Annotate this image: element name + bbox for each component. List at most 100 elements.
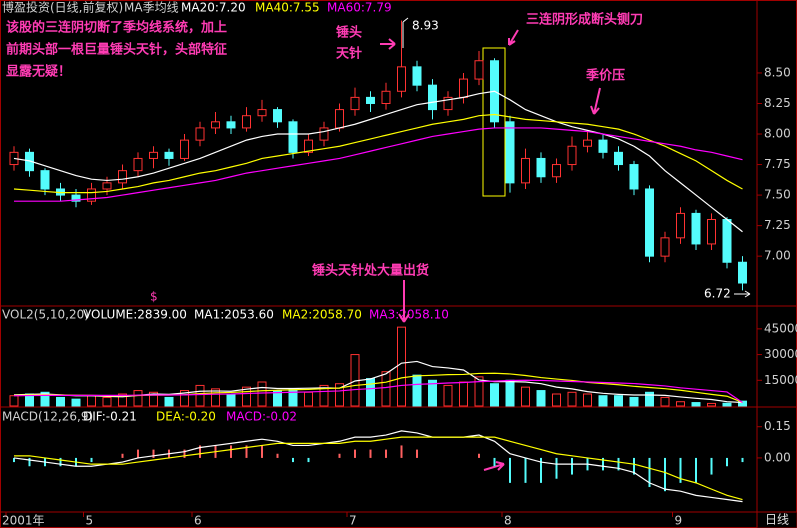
volume-bar [180, 390, 189, 407]
candle-body [397, 66, 406, 92]
candle-body [304, 139, 313, 153]
volume-bar [583, 393, 592, 407]
volume-bar [490, 383, 499, 407]
line-series [14, 127, 743, 202]
volume-bar [288, 388, 298, 407]
candle-body [691, 212, 701, 245]
legend-entry: MA60:7.79 [327, 1, 392, 15]
line-series [13, 430, 743, 503]
y-tick-label: 0.00 [764, 450, 791, 464]
annotation: 该股的三连阴切断了季均线系统，加上 [6, 20, 227, 36]
annotation-arrow [398, 280, 410, 323]
legend-entry: DIF:-0.21 [83, 410, 137, 424]
annotation: 季价压 [585, 68, 625, 84]
volume-bar [397, 326, 406, 407]
volume-bar [164, 396, 174, 407]
y-tick-label: 15000 [764, 373, 797, 387]
volume-bar [505, 379, 515, 407]
y-tick-label: 8.50 [764, 65, 791, 79]
legend-entry: MA40:7.55 [255, 1, 320, 15]
candle-body [319, 127, 329, 141]
legend-entry: MACD:-0.02 [226, 410, 297, 424]
candle-body [645, 188, 654, 257]
legend-entry: DEA:-0.20 [156, 410, 216, 424]
volume-bar [412, 374, 422, 407]
candle-body [505, 121, 515, 184]
candle-body [87, 188, 96, 202]
candle-body [567, 145, 577, 166]
candle-body [257, 109, 267, 117]
volume-bar [242, 386, 251, 407]
line-series [13, 379, 743, 403]
volume-bar [459, 381, 468, 407]
candle-body [381, 90, 391, 104]
legend-entry: MA20:7.20 [181, 1, 246, 15]
chart-subtitle: MA季均线 [124, 1, 179, 15]
candle-body [583, 139, 592, 147]
volume-bar [614, 395, 623, 407]
candle-body [133, 157, 143, 172]
candle-body [180, 139, 189, 159]
volume-bar [226, 393, 236, 407]
volume-bar [195, 384, 205, 407]
macd-title: MACD(12,26,9) [2, 410, 93, 424]
candle-body [521, 157, 530, 184]
candle-body [598, 139, 608, 153]
line-series [13, 360, 743, 404]
candle-body [660, 237, 670, 257]
leader-line [734, 290, 751, 298]
candle-body [226, 121, 236, 129]
annotation-arrow [508, 29, 519, 46]
volume-bar [428, 379, 437, 407]
volume-bar [211, 388, 220, 407]
y-tick-label: 7.00 [764, 249, 791, 263]
y-tick-label: 7.75 [764, 157, 791, 171]
candle-body [102, 182, 112, 190]
annotation-arrow [380, 38, 396, 50]
x-tick-label: 8 [504, 514, 512, 528]
annotation: 锤头天针处大量出货 [311, 263, 429, 279]
annotation: 天针 [336, 46, 362, 62]
candle-body [335, 109, 344, 129]
y-tick-label: 7.50 [764, 188, 791, 202]
volume-bar [366, 378, 375, 407]
y-tick-label: 0.15 [764, 419, 791, 433]
legend-entry: MA1:2053.60 [194, 308, 274, 322]
volume-bar [598, 395, 608, 407]
volume-bar [443, 384, 453, 407]
annotation-arrow [590, 87, 601, 115]
volume-bar [149, 391, 158, 407]
volume-bar [56, 396, 65, 407]
volume-bar [40, 391, 50, 407]
candle-body [366, 96, 375, 104]
period-box [756, 511, 797, 528]
y-tick-label: 8.25 [764, 96, 791, 110]
volume-bar [102, 396, 112, 407]
volume-bar [319, 384, 329, 407]
volume-bar [722, 402, 732, 407]
candle-body [350, 96, 360, 111]
volume-title: VOL2(5,10,20) [2, 308, 89, 322]
volume-bar [691, 402, 701, 407]
x-tick-label: 9 [675, 514, 683, 528]
candle-body [536, 157, 546, 178]
y-tick-label: 30000 [764, 347, 797, 361]
annotation: $ [150, 290, 158, 304]
candle-body [149, 151, 158, 159]
candle-body [273, 109, 282, 123]
candle-body [722, 219, 732, 263]
volume-bar [676, 401, 685, 407]
candle-body [459, 78, 468, 98]
annotation: 锤头 [335, 25, 362, 41]
high-label: 8.93 [412, 19, 439, 33]
x-tick-label: 5 [86, 514, 94, 528]
line-series [13, 90, 743, 233]
volume-bar [629, 396, 639, 407]
candle-body [195, 127, 205, 141]
highlight-box [482, 47, 506, 197]
candle-body [71, 194, 81, 202]
volume-bar [257, 381, 267, 407]
candle-body [474, 60, 484, 80]
